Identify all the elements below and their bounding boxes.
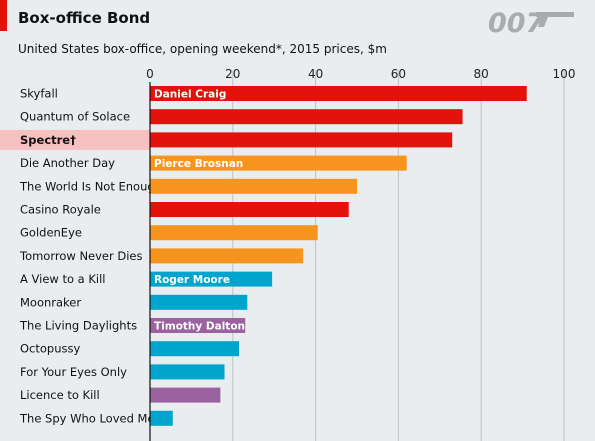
bars (150, 86, 527, 426)
category-label: Die Another Day (20, 156, 115, 170)
bar (150, 271, 273, 287)
bar (150, 248, 304, 264)
bar (150, 364, 225, 380)
grid (232, 70, 565, 441)
category-label: GoldenEye (20, 226, 82, 240)
logo-007: 007 (488, 8, 545, 39)
bar (150, 318, 246, 333)
x-axis-ticks: 0 20 40 60 80 100 (146, 67, 575, 81)
x-tick-label: 40 (308, 67, 323, 81)
bar (150, 132, 453, 148)
chart-title: Box-office Bond (18, 9, 150, 27)
category-label: Quantum of Solace (20, 110, 130, 124)
x-tick-label: 20 (225, 67, 240, 81)
bar (150, 225, 318, 241)
bar (150, 387, 221, 403)
category-label: The World Is Not Enough (19, 179, 162, 193)
category-label: Moonraker (20, 295, 81, 309)
category-label: Skyfall (20, 87, 58, 101)
category-label: A View to a Kill (20, 272, 106, 286)
bar (150, 86, 527, 101)
category-label: For Your Eyes Only (20, 365, 127, 379)
category-label: Tomorrow Never Dies (19, 249, 143, 263)
bar (150, 410, 173, 426)
bar (150, 294, 248, 310)
actor-label: Roger Moore (154, 274, 230, 286)
category-label: Spectre† (20, 133, 76, 147)
category-label: Licence to Kill (20, 388, 100, 402)
accent-bar (0, 0, 7, 31)
logo-gun-icon (536, 12, 574, 27)
x-tick-label: 100 (553, 67, 576, 81)
bar (150, 202, 349, 217)
x-tick-label: 80 (474, 67, 489, 81)
x-tick-label: 60 (391, 67, 406, 81)
chart-subtitle: United States box-office, opening weeken… (18, 42, 387, 56)
bar (150, 155, 407, 171)
x-tick-label: 0 (146, 67, 154, 81)
actor-label: Pierce Brosnan (154, 158, 243, 170)
category-label: Casino Royale (20, 203, 101, 217)
actor-label: Timothy Dalton (154, 321, 245, 333)
actor-labels: Daniel Craig Pierce Brosnan Roger Moore Tim… (154, 89, 245, 333)
highlight-layer (0, 129, 150, 150)
actor-label: Daniel Craig (154, 89, 226, 101)
category-labels: Skyfall Quantum of Solace Spectre† Die Anot… (19, 87, 162, 426)
category-label: The Spy Who Loved Me (19, 411, 155, 425)
category-label: Octopussy (20, 342, 80, 356)
highlight-row (0, 129, 150, 150)
bar (150, 178, 357, 194)
category-label: The Living Daylights (19, 319, 137, 333)
bar (150, 341, 240, 357)
bar (150, 109, 463, 125)
